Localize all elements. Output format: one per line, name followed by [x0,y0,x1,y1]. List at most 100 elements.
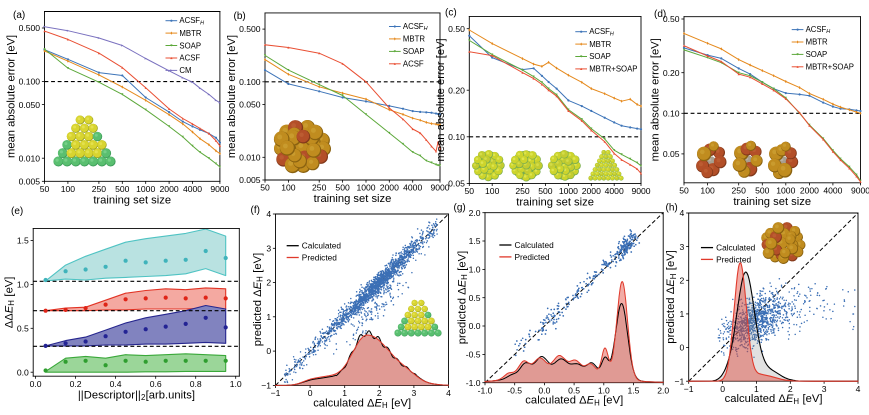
svg-text:4: 4 [446,388,451,398]
svg-text:0: 0 [720,384,725,394]
svg-text:500: 500 [335,183,350,193]
svg-text:-1.0: -1.0 [466,378,481,388]
svg-text:2: 2 [680,275,685,285]
svg-text:50: 50 [465,186,475,196]
svg-text:0.20: 0.20 [663,68,680,78]
svg-text:1000: 1000 [776,185,795,195]
svg-text:-0.5: -0.5 [466,350,481,360]
svg-text:0: 0 [308,388,313,398]
svg-text:SOAP: SOAP [806,50,828,59]
svg-text:100: 100 [700,185,715,195]
svg-text:250: 250 [92,184,107,194]
svg-text:(c): (c) [445,8,457,19]
svg-text:p r e d i c t e d: p r e d i c t e d Δ [ e V ] E H [452,246,469,344]
svg-text:p r e d i c t e d: p r e d i c t e d Δ [ e V ] E H [661,246,678,344]
svg-text:−1: −1 [684,384,694,394]
svg-text:0.005: 0.005 [19,176,41,186]
svg-text:c a l c u l a t e d: c a l c u l a t e d Δ [ e V ] E H [313,393,415,410]
svg-text:500: 500 [755,185,770,195]
svg-text:0.0: 0.0 [469,321,481,331]
svg-text:1.0: 1.0 [469,265,481,275]
svg-text:3: 3 [822,384,827,394]
svg-text:100: 100 [281,183,296,193]
svg-text:−1: −1 [674,376,684,386]
svg-text:1.0: 1.0 [17,280,29,290]
svg-text:0.5: 0.5 [568,385,580,395]
svg-text:250: 250 [515,186,530,196]
svg-text:c a l c u l a t e d: c a l c u l a t e d Δ [ e V ] E H [725,389,827,406]
svg-text:3: 3 [680,242,685,252]
svg-text:0.010: 0.010 [19,153,41,163]
svg-text:3: 3 [266,243,271,253]
svg-text:0.50: 0.50 [448,24,465,34]
svg-text:4: 4 [856,384,861,394]
svg-text:4: 4 [680,208,685,218]
svg-text:250: 250 [312,183,327,193]
svg-text:(a): (a) [13,10,25,21]
svg-text:Predicted: Predicted [716,254,751,264]
svg-text:2.0: 2.0 [657,385,669,395]
svg-text:1000: 1000 [136,184,155,194]
svg-text:50: 50 [679,185,689,195]
svg-text:Calculated: Calculated [515,240,555,250]
svg-text:500: 500 [538,186,553,196]
svg-text:0.4: 0.4 [110,379,122,389]
svg-text:(e): (e) [11,206,23,217]
svg-text:Predicted: Predicted [515,252,550,262]
svg-text:0.2: 0.2 [70,379,82,389]
svg-text:-0.5: -0.5 [507,385,522,395]
svg-text:1: 1 [680,309,685,319]
svg-text:mean absolute error [eV]: mean absolute error [eV] [435,38,447,161]
svg-text:2: 2 [377,388,382,398]
svg-text:1: 1 [342,388,347,398]
svg-text:c a l c u l a t e d: c a l c u l a t e d Δ [ e V ] E H [525,391,627,408]
svg-text:50: 50 [40,184,50,194]
svg-text:Δ Δ [ e V ] E H: Δ Δ [ e V ] E H [0,272,17,328]
svg-text:250: 250 [732,185,747,195]
svg-text:(b): (b) [234,11,246,22]
svg-text:0: 0 [680,343,685,353]
svg-text:4000: 4000 [403,183,422,193]
svg-text:SOAP: SOAP [179,41,201,50]
svg-text:training set size: training set size [733,196,811,208]
svg-text:1000: 1000 [559,186,578,196]
svg-text:CM: CM [179,66,191,75]
svg-text:0.005: 0.005 [239,175,261,185]
svg-text:9000: 9000 [430,183,449,193]
svg-text:4000: 4000 [823,185,842,195]
svg-text:1.5: 1.5 [469,236,481,246]
svg-text:4000: 4000 [605,186,624,196]
svg-text:mean absolute error [eV]: mean absolute error [eV] [650,38,662,161]
svg-text:0.010: 0.010 [239,152,261,162]
svg-text:Calculated: Calculated [302,241,342,251]
svg-text:training set size: training set size [516,196,594,208]
svg-text:9000: 9000 [631,186,650,196]
svg-text:A C S F H: A C S F H [589,21,614,38]
svg-text:0.5: 0.5 [17,323,29,333]
svg-text:A C S F H: A C S F H [806,19,831,36]
svg-text:MBTR+SOAP: MBTR+SOAP [806,63,854,72]
svg-text:-1.0: -1.0 [478,385,493,395]
svg-text:SOAP: SOAP [403,47,425,56]
svg-text:2: 2 [266,278,271,288]
svg-text:4: 4 [266,209,271,219]
svg-text:0.20: 0.20 [448,85,465,95]
svg-text:4000: 4000 [183,184,202,194]
svg-text:3: 3 [412,388,417,398]
svg-text:ACSF: ACSF [179,54,200,63]
svg-text:100: 100 [485,186,500,196]
svg-text:MBTR: MBTR [179,29,201,38]
svg-text:0.5: 0.5 [469,293,481,303]
svg-text:0.100: 0.100 [239,77,261,87]
svg-text:MBTR+SOAP: MBTR+SOAP [589,65,637,74]
svg-text:1: 1 [754,384,759,394]
svg-text:0.500: 0.500 [239,24,261,34]
svg-text:(f): (f) [251,205,260,216]
svg-text:0.10: 0.10 [448,132,465,142]
svg-text:1.0: 1.0 [230,379,242,389]
svg-text:SOAP: SOAP [589,52,611,61]
svg-text:2.0: 2.0 [469,208,481,218]
svg-text:Predicted: Predicted [302,252,337,262]
svg-text:0.50: 0.50 [663,14,680,24]
svg-text:1.0: 1.0 [598,385,610,395]
